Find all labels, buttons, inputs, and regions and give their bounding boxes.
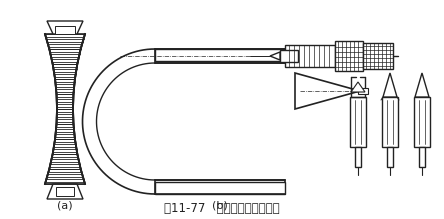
Bar	[414, 97, 430, 147]
Bar	[363, 43, 393, 69]
Bar	[155, 182, 285, 194]
Polygon shape	[45, 34, 85, 184]
Polygon shape	[47, 21, 83, 34]
Text: (a): (a)	[57, 201, 73, 211]
Bar	[285, 45, 335, 67]
Bar	[335, 41, 363, 71]
Polygon shape	[351, 82, 365, 92]
Bar	[387, 147, 393, 167]
Polygon shape	[383, 73, 397, 97]
Text: (b): (b)	[212, 201, 228, 211]
Bar	[155, 49, 285, 63]
Text: 图11-77   螺纹百分尺测量中径: 图11-77 螺纹百分尺测量中径	[164, 202, 280, 215]
Bar	[155, 49, 285, 61]
Bar	[382, 97, 398, 147]
Polygon shape	[270, 52, 280, 60]
Bar	[419, 147, 425, 167]
Polygon shape	[415, 73, 429, 97]
Bar	[350, 97, 366, 147]
Bar	[355, 147, 361, 167]
Polygon shape	[295, 73, 360, 109]
Bar	[55, 26, 75, 34]
Bar	[56, 187, 74, 196]
Bar	[280, 50, 298, 62]
Bar	[358, 88, 368, 94]
Polygon shape	[47, 184, 83, 199]
Bar	[155, 180, 285, 194]
